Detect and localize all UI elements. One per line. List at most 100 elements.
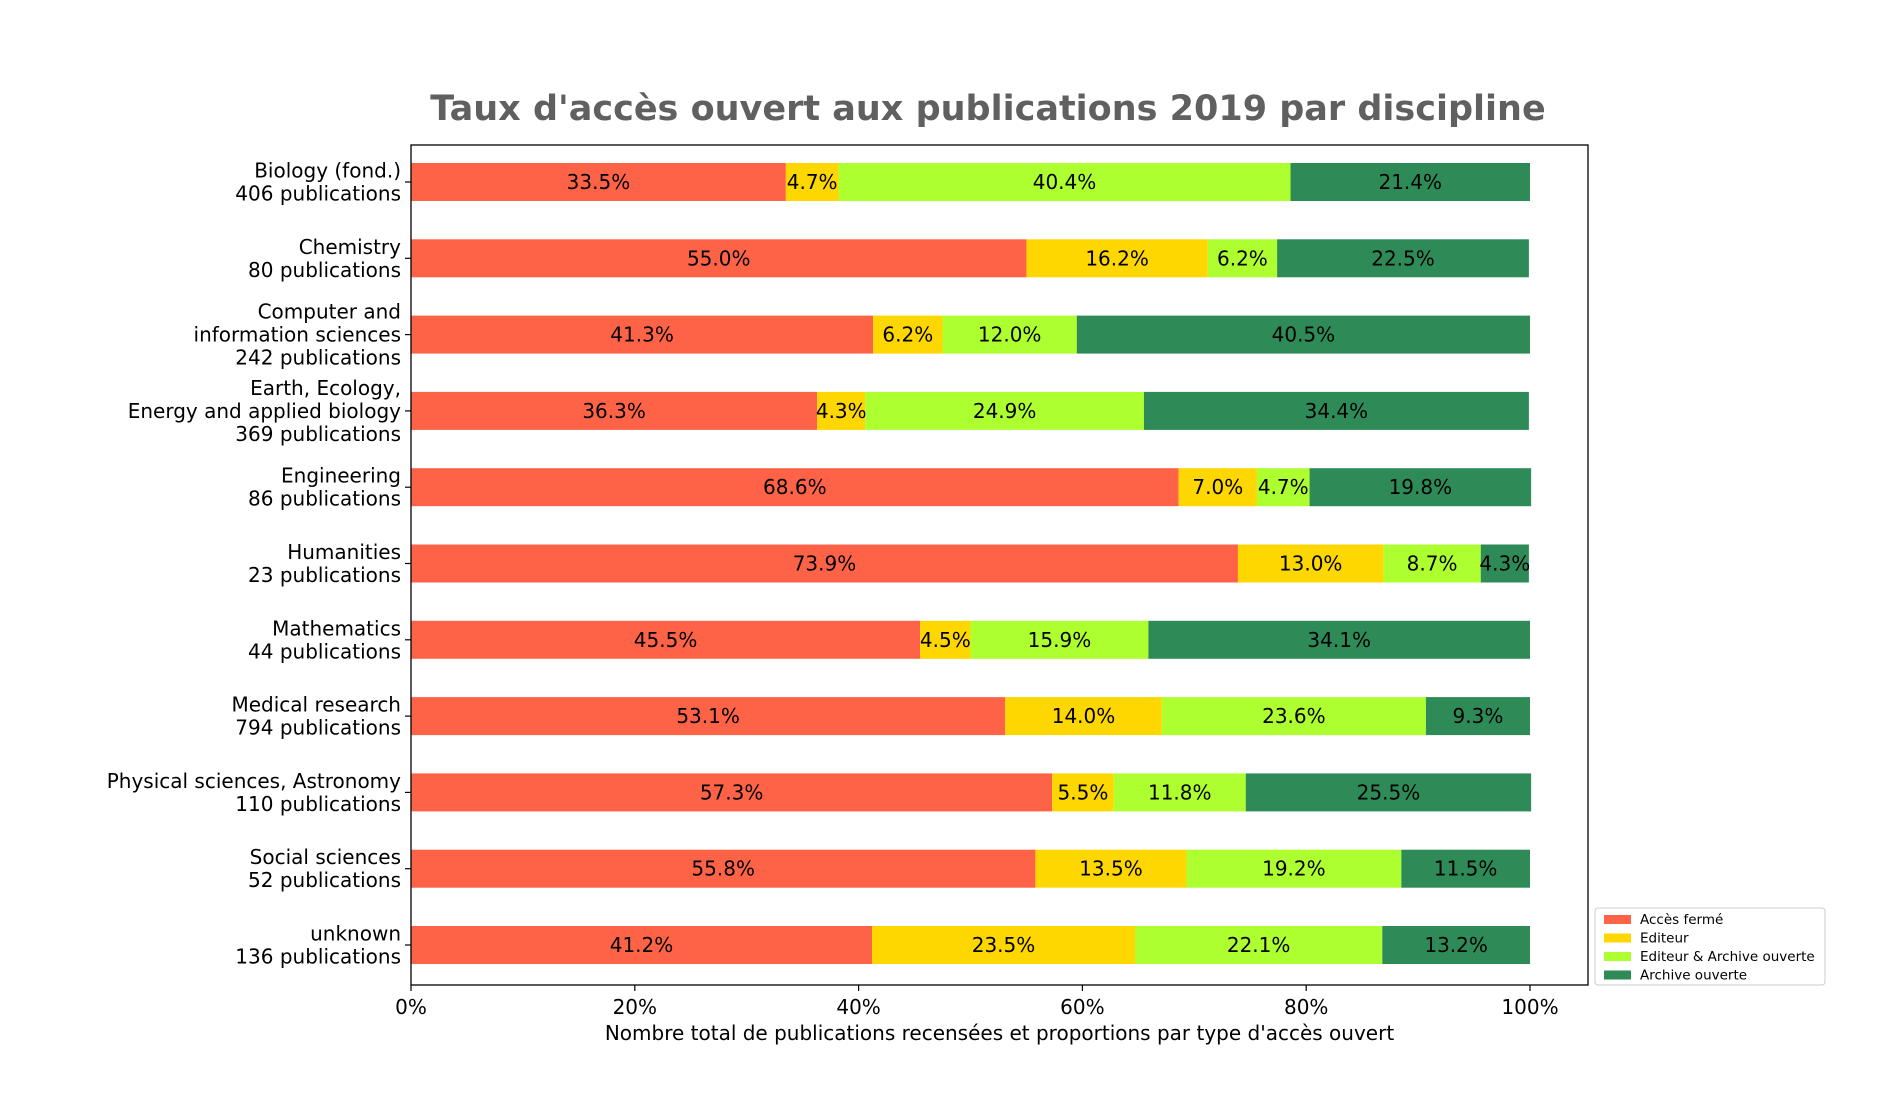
- legend-swatch: [1604, 915, 1631, 924]
- legend-swatch: [1604, 952, 1631, 961]
- y-tick-label: 23 publications: [248, 563, 401, 587]
- bar-segment-2-3: [865, 391, 1144, 430]
- bar-value-label: 33.5%: [567, 170, 631, 194]
- y-tick-label: 136 publications: [235, 945, 401, 969]
- bar-value-label: 4.7%: [787, 170, 838, 194]
- x-tick-label: 100%: [1501, 995, 1558, 1019]
- bar-segment-2-1: [1207, 239, 1278, 278]
- bar-segment-3-1: [1277, 239, 1529, 278]
- bar-segment-1-0: [785, 163, 839, 201]
- bar-segment-1-8: [1052, 773, 1114, 812]
- bar-segment-2-0: [838, 163, 1291, 201]
- bar-segment-0-1: [411, 239, 1027, 278]
- bar-segment-2-4: [1256, 468, 1310, 507]
- bar-value-label: 25.5%: [1357, 780, 1421, 804]
- bar-segment-3-8: [1245, 773, 1532, 812]
- y-tick-label: Social sciences: [250, 845, 401, 869]
- y-tick-label: Physical sciences, Astronomy: [107, 769, 401, 793]
- y-tick-label: 242 publications: [235, 346, 401, 370]
- y-tick-label: 80 publications: [248, 258, 401, 282]
- bar-value-label: 13.0%: [1279, 552, 1343, 576]
- bar-segment-0-7: [411, 697, 1006, 736]
- bar-value-label: 41.3%: [610, 323, 674, 347]
- bar-value-label: 12.0%: [978, 323, 1042, 347]
- x-axis-label: Nombre total de publications recensées e…: [605, 1021, 1394, 1045]
- y-tick-label: Biology (fond.): [254, 159, 401, 183]
- bar-segment-3-2: [1076, 315, 1530, 354]
- bar-segment-2-2: [942, 315, 1077, 354]
- bar-value-label: 55.0%: [687, 246, 751, 270]
- bar-segment-3-7: [1425, 697, 1530, 736]
- bar-value-label: 11.5%: [1434, 857, 1498, 881]
- x-tick-label: 40%: [836, 995, 880, 1019]
- bar-segment-3-3: [1143, 391, 1529, 430]
- bar-segment-0-10: [411, 926, 873, 964]
- bar-value-label: 55.8%: [691, 857, 755, 881]
- bar-value-label: 4.5%: [920, 628, 971, 652]
- bar-segment-0-8: [411, 773, 1053, 812]
- bar-segment-1-7: [1005, 697, 1162, 736]
- bar-segment-3-4: [1309, 468, 1532, 507]
- y-tick-label: Earth, Ecology,: [250, 376, 401, 400]
- bar-segment-1-10: [872, 926, 1135, 964]
- bar-segment-0-4: [411, 468, 1179, 507]
- bar-value-label: 53.1%: [676, 704, 740, 728]
- legend-entry: Accès fermé: [1640, 912, 1723, 928]
- bar-value-label: 57.3%: [700, 780, 764, 804]
- bar-value-label: 40.5%: [1272, 323, 1336, 347]
- bar-segment-0-5: [411, 544, 1238, 583]
- bar-value-label: 13.5%: [1079, 857, 1143, 881]
- y-tick-label: Energy and applied biology: [128, 399, 401, 423]
- legend-entry: Archive ouverte: [1640, 968, 1747, 984]
- bar-segment-0-6: [411, 620, 921, 659]
- bar-value-label: 34.4%: [1305, 399, 1369, 423]
- bar-segment-0-9: [411, 849, 1036, 888]
- bar-value-label: 9.3%: [1453, 704, 1504, 728]
- bar-segment-1-6: [920, 620, 971, 659]
- bar-segment-1-9: [1035, 849, 1187, 888]
- bar-value-label: 73.9%: [793, 552, 857, 576]
- chart-title: Taux d'accès ouvert aux publications 201…: [430, 89, 1545, 129]
- legend-box: [1594, 907, 1826, 986]
- bar-value-label: 5.5%: [1058, 780, 1109, 804]
- y-tick-label: Humanities: [287, 540, 401, 564]
- bar-value-label: 36.3%: [582, 399, 646, 423]
- y-tick-label: 86 publications: [248, 487, 401, 511]
- x-tick-label: 80%: [1284, 995, 1328, 1019]
- y-tick-label: 369 publications: [235, 422, 401, 446]
- legend-entry: Editeur & Archive ouverte: [1640, 949, 1815, 965]
- y-tick-label: 44 publications: [248, 639, 401, 663]
- bar-value-label: 6.2%: [882, 323, 933, 347]
- legend-entry: Editeur: [1640, 931, 1689, 947]
- bar-value-label: 23.6%: [1262, 704, 1326, 728]
- y-tick-label: information sciences: [194, 323, 401, 347]
- y-tick-label: Mathematics: [272, 616, 401, 640]
- bar-segment-2-9: [1186, 849, 1402, 888]
- x-tick-label: 60%: [1060, 995, 1104, 1019]
- y-tick-label: Computer and: [258, 300, 401, 324]
- bar-value-label: 14.0%: [1052, 704, 1116, 728]
- bar-value-label: 23.5%: [972, 933, 1036, 957]
- y-tick-label: Chemistry: [299, 235, 401, 259]
- bar-value-label: 16.2%: [1085, 246, 1149, 270]
- plot-frame: [410, 144, 1589, 986]
- bar-segment-1-3: [817, 391, 866, 430]
- bar-segment-1-1: [1026, 239, 1208, 278]
- bar-value-label: 7.0%: [1192, 475, 1243, 499]
- x-tick-label: 0%: [395, 995, 427, 1019]
- bar-segment-2-7: [1161, 697, 1426, 736]
- bar-value-label: 45.5%: [634, 628, 698, 652]
- bar-value-label: 22.1%: [1227, 933, 1291, 957]
- bar-value-label: 13.2%: [1424, 933, 1488, 957]
- x-axis: 0% 20% 40% 60% 80% 100%: [395, 985, 1559, 1019]
- bar-value-label: 21.4%: [1378, 170, 1442, 194]
- bar-segment-3-5: [1480, 544, 1529, 583]
- bar-segment-1-4: [1178, 468, 1257, 507]
- legend: Accès fermé Editeur Editeur & Archive ouve…: [1594, 907, 1826, 986]
- y-tick-label: 406 publications: [235, 182, 401, 206]
- bar-value-label: 19.8%: [1389, 475, 1453, 499]
- y-tick-label: Engineering: [281, 464, 401, 488]
- y-tick-label: Medical research: [231, 693, 401, 717]
- y-axis-labels: Biology (fond.)406 publications Chemistry…: [107, 159, 411, 969]
